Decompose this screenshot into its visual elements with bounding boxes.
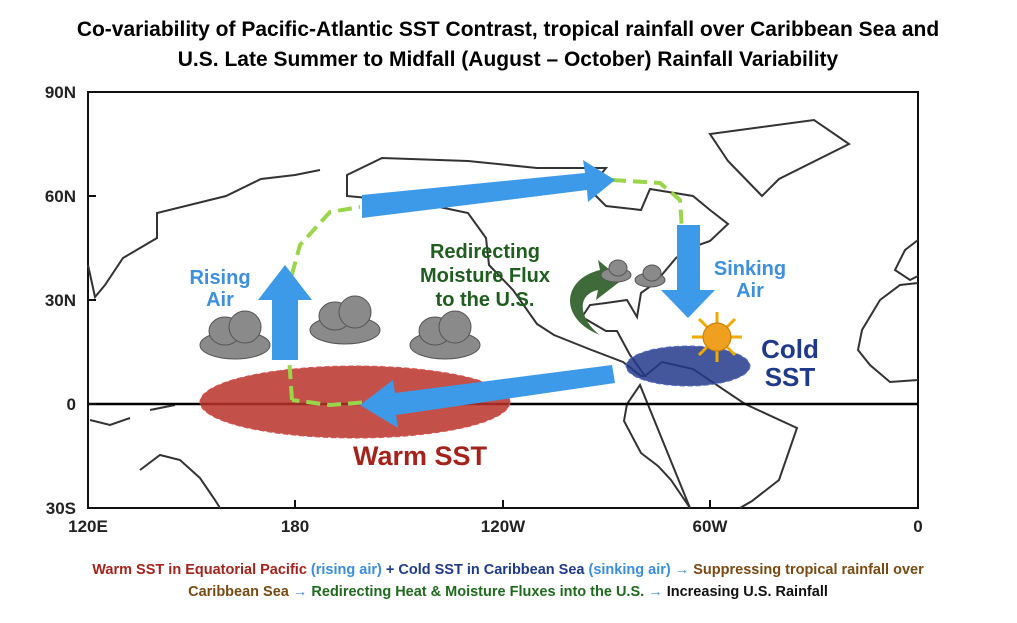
annotation: Sinking bbox=[714, 258, 786, 280]
caption-segment: Redirecting Heat & Moisture Fluxes into … bbox=[311, 584, 648, 600]
arrows bbox=[258, 160, 715, 428]
annotation: Rising bbox=[189, 267, 250, 289]
clouds bbox=[199, 259, 666, 360]
title-line: Co-variability of Pacific-Atlantic SST C… bbox=[77, 18, 939, 41]
caption-segment: (sinking air) bbox=[589, 562, 675, 578]
caption-segment: Suppressing tropical rainfall over bbox=[693, 562, 924, 578]
sun bbox=[692, 312, 742, 362]
lon-label: 120W bbox=[481, 517, 526, 536]
caption-segment: (rising air) bbox=[311, 562, 386, 578]
lon-label: 0 bbox=[913, 517, 922, 536]
caption-segment: Increasing U.S. Rainfall bbox=[667, 584, 828, 600]
annotation: to the U.S. bbox=[436, 289, 535, 311]
lat-label: 30S bbox=[46, 499, 76, 518]
map-frame bbox=[87, 91, 919, 509]
caption-line: Warm SST in Equatorial Pacific (rising a… bbox=[92, 562, 924, 578]
title-line: U.S. Late Summer to Midfall (August – Oc… bbox=[178, 48, 839, 71]
lon-label: 60W bbox=[693, 517, 729, 536]
caption-segment: + bbox=[386, 562, 399, 578]
caption-segment: → bbox=[675, 562, 694, 578]
caption-segment: Caribbean Sea bbox=[188, 584, 293, 600]
cold-sst-region bbox=[625, 345, 751, 387]
lat-label: 90N bbox=[45, 83, 76, 102]
lat-label: 60N bbox=[45, 187, 76, 206]
annotation: Redirecting bbox=[430, 241, 540, 263]
annotation: Air bbox=[736, 280, 764, 302]
annotation: SST bbox=[765, 362, 816, 392]
lon-label: 180 bbox=[281, 517, 309, 536]
annotation: Cold bbox=[761, 334, 819, 364]
annotation: Warm SST bbox=[353, 441, 488, 471]
lat-label: 0 bbox=[67, 395, 76, 414]
caption-segment: Cold SST in Caribbean Sea bbox=[398, 562, 588, 578]
annotation: Moisture Flux bbox=[420, 265, 550, 287]
caption-segment: → bbox=[648, 584, 667, 600]
caption-segment: Warm SST in Equatorial Pacific bbox=[92, 562, 311, 578]
caption-segment: → bbox=[293, 584, 312, 600]
lon-label: 120E bbox=[68, 517, 108, 536]
lat-label: 30N bbox=[45, 291, 76, 310]
caption-line: Caribbean Sea → Redirecting Heat & Moist… bbox=[188, 584, 828, 600]
annotation: Air bbox=[206, 289, 234, 311]
